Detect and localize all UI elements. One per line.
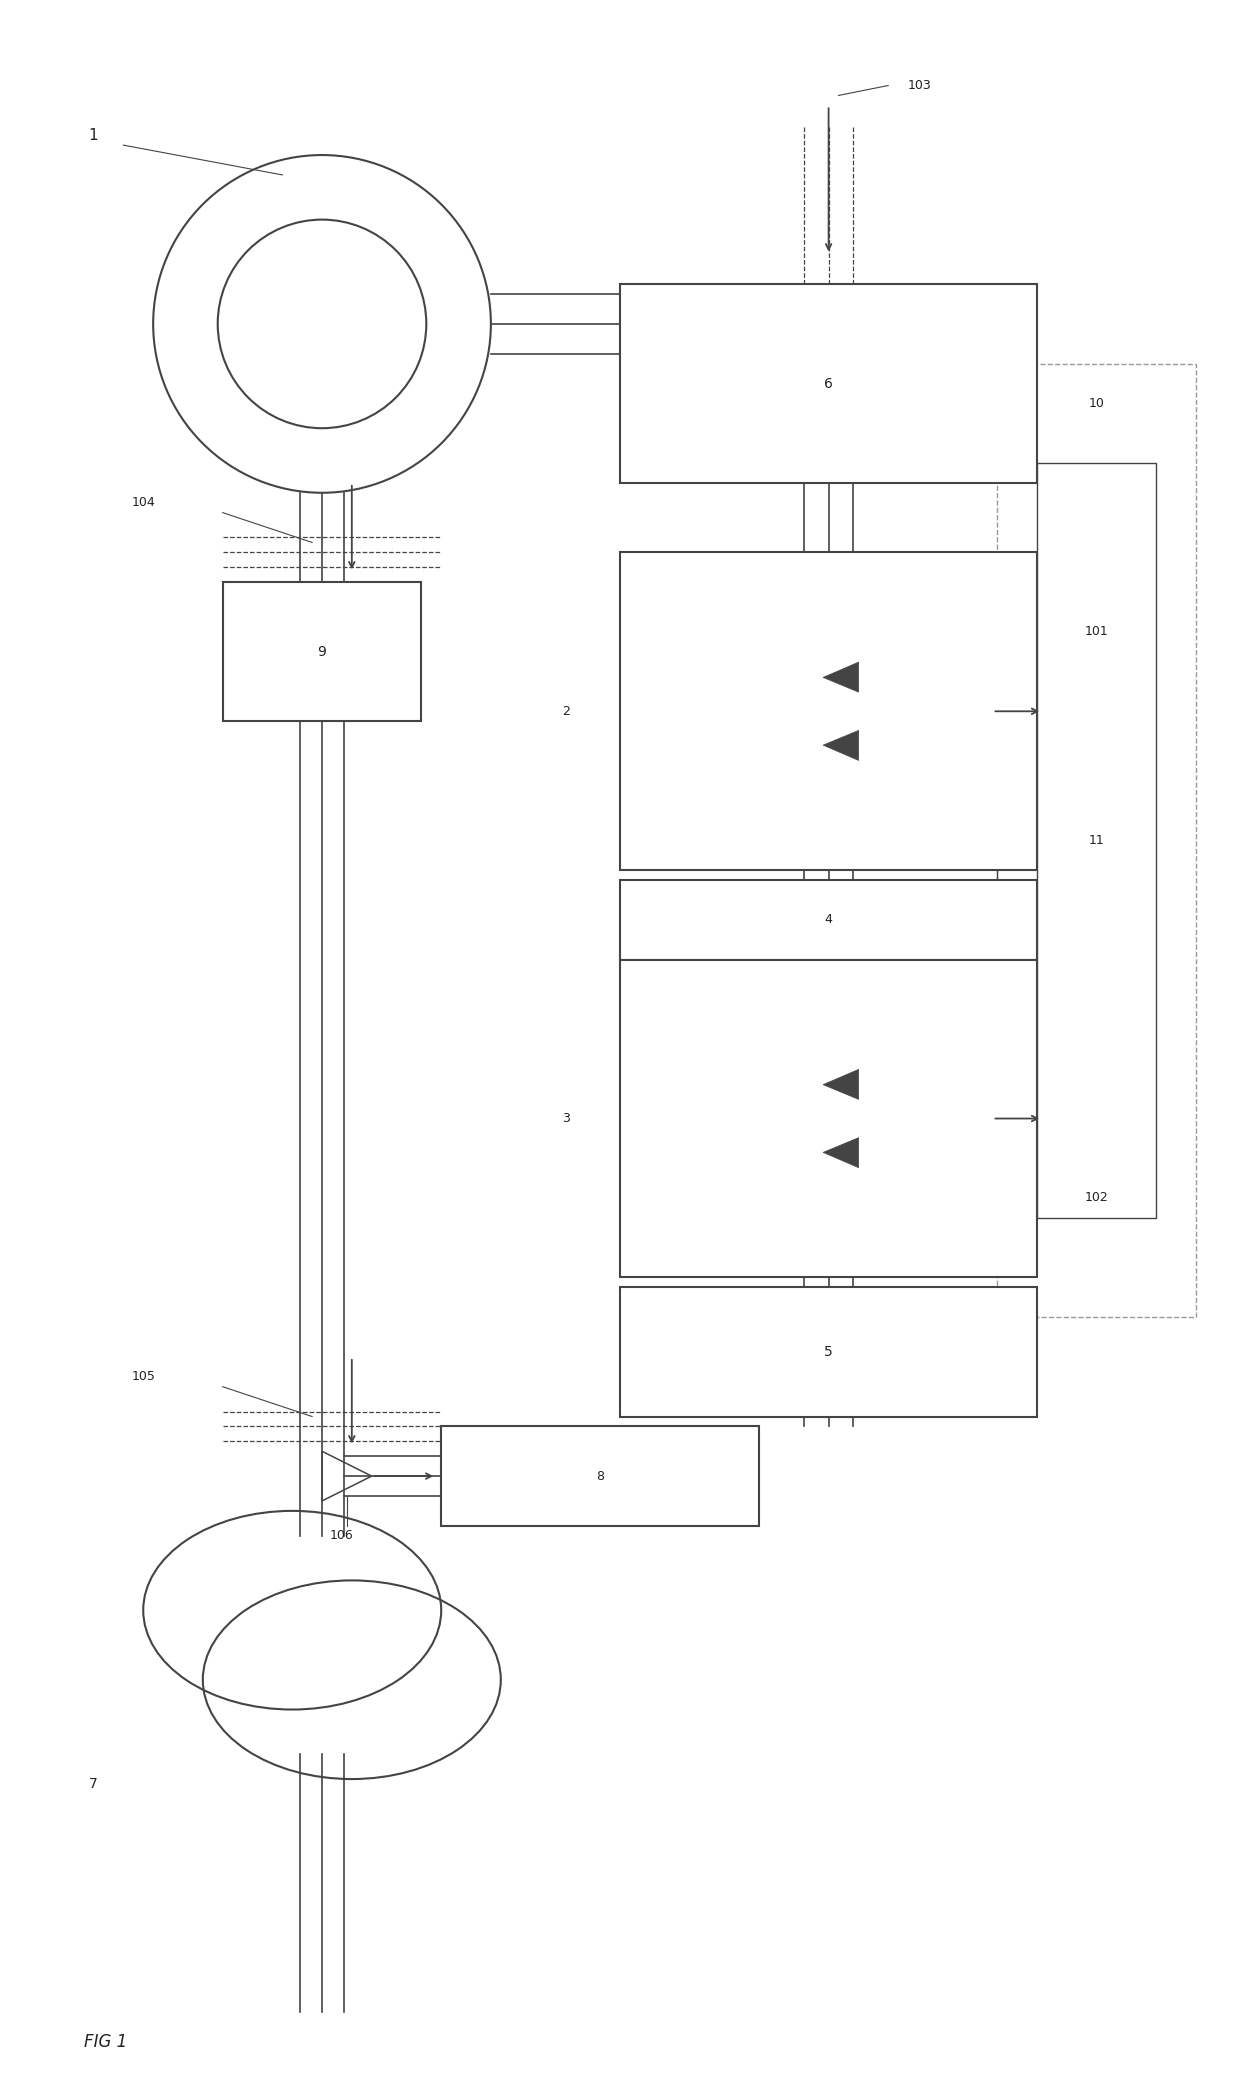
Bar	[620, 552, 1037, 871]
Text: 7: 7	[89, 1777, 98, 1792]
Text: 2: 2	[563, 705, 570, 718]
Text: 9: 9	[317, 644, 326, 659]
Polygon shape	[823, 730, 858, 759]
Text: FIG 1: FIG 1	[83, 2033, 126, 2052]
Text: 103: 103	[908, 80, 931, 92]
Polygon shape	[823, 1070, 858, 1099]
Text: 6: 6	[825, 376, 833, 390]
Bar	[223, 581, 422, 722]
Text: 1: 1	[89, 128, 98, 143]
Text: 5: 5	[825, 1345, 833, 1360]
Text: 4: 4	[825, 913, 832, 927]
Text: 10: 10	[1089, 397, 1105, 409]
Bar	[620, 881, 1037, 959]
Bar	[620, 959, 1037, 1278]
Text: 3: 3	[563, 1112, 570, 1125]
Text: 102: 102	[1085, 1192, 1109, 1204]
Text: 101: 101	[1085, 625, 1109, 638]
Text: 8: 8	[596, 1469, 604, 1483]
Polygon shape	[823, 1137, 858, 1169]
Bar	[1037, 464, 1157, 1217]
Polygon shape	[823, 663, 858, 692]
Text: 11: 11	[1089, 833, 1105, 848]
Bar	[620, 1288, 1037, 1416]
Bar	[441, 1427, 759, 1525]
Text: 105: 105	[131, 1370, 155, 1383]
Bar	[620, 283, 1037, 483]
Bar	[997, 363, 1197, 1318]
Text: 104: 104	[131, 497, 155, 510]
Text: 106: 106	[330, 1529, 353, 1542]
